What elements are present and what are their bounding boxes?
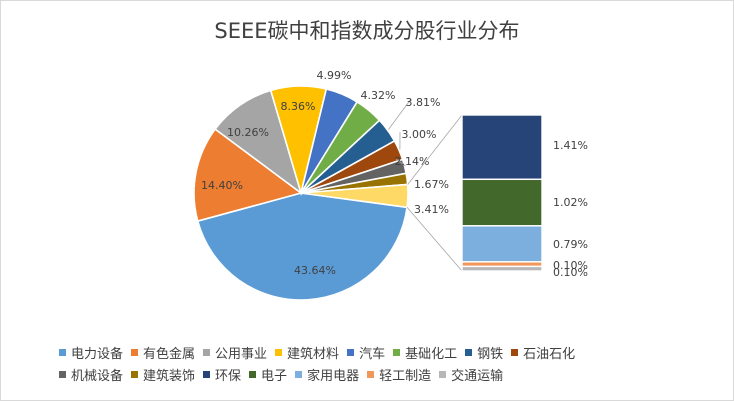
pie-slice-1 xyxy=(196,192,408,301)
legend-swatch xyxy=(295,370,303,378)
legend-label: 公用事业 xyxy=(215,346,268,362)
detail-bar-segment-3 xyxy=(461,225,543,263)
detail-label-4: 0.10% xyxy=(553,259,588,272)
legend-swatch xyxy=(59,348,66,356)
legend-swatch xyxy=(203,370,211,378)
legend-item: 电子 xyxy=(249,365,287,384)
legend-label: 轻工制造 xyxy=(379,368,432,384)
legend-swatch xyxy=(59,370,66,378)
slice-label-8: 3.00% xyxy=(402,128,437,141)
slice-label-10: 1.67% xyxy=(414,178,449,191)
slice-label-7: 3.81% xyxy=(406,96,441,109)
legend-label: 建筑装饰 xyxy=(143,368,196,384)
legend-item: 建筑材料 xyxy=(275,343,339,362)
legend-item: 石油石化 xyxy=(511,343,575,362)
leader-line-7 xyxy=(388,98,412,130)
detail-label-5: 0.10% xyxy=(553,266,588,279)
legend-item: 电力设备 xyxy=(59,343,123,362)
detail-bar-segment-5 xyxy=(461,265,543,272)
slice-label-2: 14.40% xyxy=(201,179,243,192)
legend-label: 家用电器 xyxy=(307,368,360,384)
slice-label-1: 43.64% xyxy=(294,264,336,277)
legend-swatch xyxy=(275,348,283,356)
pie-slice-2 xyxy=(193,128,303,223)
legend-label: 有色金属 xyxy=(143,346,196,362)
slice-label-4: 8.36% xyxy=(281,100,316,113)
legend-swatch xyxy=(203,348,211,356)
legend-row-2: 机械设备 建筑装饰 环保 电子 家用电器 轻工制造 交通运输 xyxy=(59,363,699,385)
legend-item: 汽车 xyxy=(347,343,385,362)
legend-swatch xyxy=(347,348,355,356)
detail-label-1: 1.41% xyxy=(553,139,588,152)
legend-item: 机械设备 xyxy=(59,365,123,384)
legend-swatch xyxy=(131,348,139,356)
legend-swatch xyxy=(249,370,257,378)
legend-label: 机械设备 xyxy=(71,368,124,384)
legend-swatch xyxy=(131,370,139,378)
legend-item: 钢铁 xyxy=(465,343,503,362)
connector-bottom xyxy=(406,207,463,272)
legend-label: 钢铁 xyxy=(477,346,504,362)
slice-label-3: 10.26% xyxy=(227,126,269,139)
detail-bar-segment-2 xyxy=(461,178,543,227)
slice-label-5: 4.99% xyxy=(317,69,352,82)
slice-label-11: 3.41% xyxy=(414,203,449,216)
slice-label-6: 4.32% xyxy=(361,89,396,102)
legend-label: 建筑材料 xyxy=(287,346,340,362)
legend-item: 交通运输 xyxy=(439,365,503,384)
chart-title: SEEE碳中和指数成分股行业分布 xyxy=(214,19,520,43)
legend-swatch xyxy=(393,348,401,356)
chart-legend: 电力设备 有色金属 公用事业 建筑材料 汽车 基础化工 钢铁 石油石化机械设备 建筑装饰 环保 电子… xyxy=(59,341,699,385)
legend-label: 石油石化 xyxy=(523,346,576,362)
legend-swatch xyxy=(511,348,519,356)
pie-slice-3 xyxy=(214,89,303,196)
legend-item: 公用事业 xyxy=(203,343,267,362)
legend-label: 汽车 xyxy=(359,346,386,362)
legend-swatch xyxy=(465,348,473,356)
detail-label-3: 0.79% xyxy=(553,238,588,251)
legend-item: 轻工制造 xyxy=(367,365,431,384)
legend-label: 电子 xyxy=(261,368,288,384)
slice-label-9: 2.14% xyxy=(395,155,430,168)
leader-line-9 xyxy=(395,158,406,167)
connector-top xyxy=(407,114,463,185)
legend-row-1: 电力设备 有色金属 公用事业 建筑材料 汽车 基础化工 钢铁 石油石化 xyxy=(59,341,699,363)
legend-label: 交通运输 xyxy=(451,368,504,384)
legend-item: 建筑装饰 xyxy=(131,365,195,384)
detail-bar-segment-1 xyxy=(461,114,543,181)
legend-label: 基础化工 xyxy=(405,346,458,362)
legend-item: 基础化工 xyxy=(393,343,457,362)
legend-item: 有色金属 xyxy=(131,343,195,362)
legend-item: 环保 xyxy=(203,365,241,384)
legend-swatch xyxy=(367,370,375,378)
legend-item: 家用电器 xyxy=(295,365,359,384)
detail-label-2: 1.02% xyxy=(553,196,588,209)
legend-swatch xyxy=(439,370,447,378)
legend-label: 环保 xyxy=(215,368,242,384)
legend-label: 电力设备 xyxy=(71,346,124,362)
